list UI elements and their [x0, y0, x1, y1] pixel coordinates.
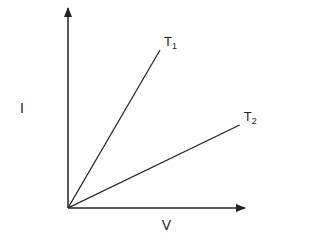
- x-axis: [68, 207, 245, 209]
- x-label: V: [162, 217, 172, 233]
- y-axis: [67, 8, 69, 208]
- y-arrow: [64, 7, 72, 17]
- series-label: T2: [244, 109, 257, 126]
- chart-svg: V I T1 T2: [0, 0, 314, 235]
- plot-lines: [68, 50, 240, 208]
- series-label: T1: [164, 34, 177, 51]
- y-label: I: [20, 100, 24, 116]
- series-line: [68, 50, 160, 208]
- x-arrow: [236, 204, 246, 212]
- series-line: [68, 125, 240, 208]
- chart-root: V I T1 T2: [0, 0, 314, 235]
